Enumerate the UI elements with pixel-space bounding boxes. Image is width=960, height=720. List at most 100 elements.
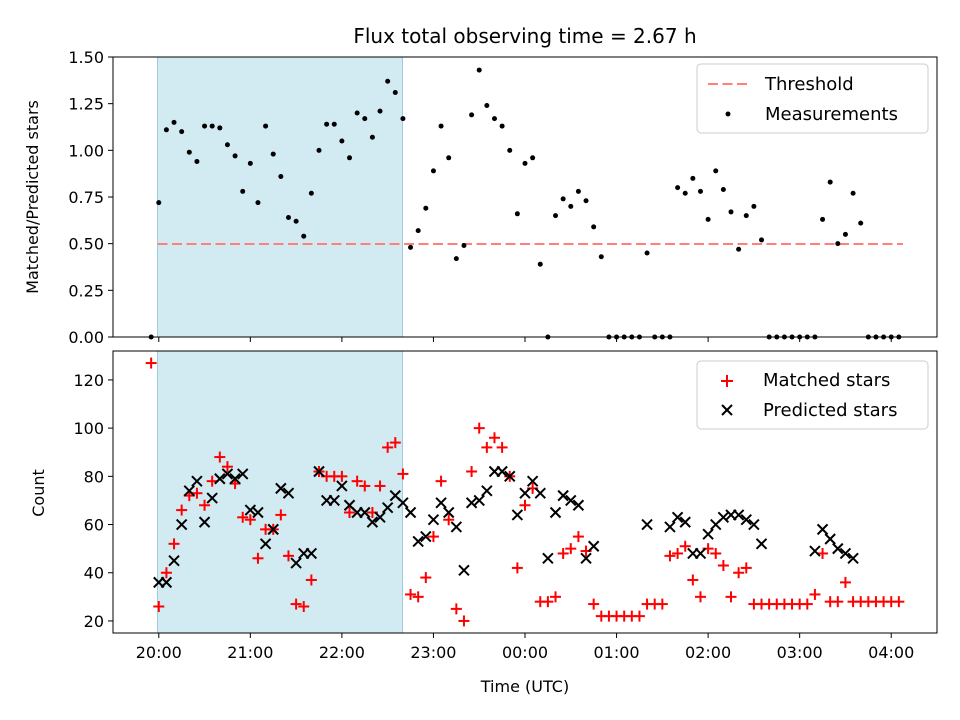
measurement-point	[415, 228, 421, 234]
matched-star-marker	[740, 562, 752, 574]
matched-star-marker	[473, 422, 485, 434]
measurement-point	[171, 119, 177, 125]
predicted-star-marker	[397, 497, 409, 509]
x-tick-label: 20:00	[136, 643, 182, 662]
matched-star-marker	[694, 591, 706, 603]
measurement-point	[423, 205, 429, 211]
measurement-point	[278, 173, 284, 179]
predicted-star-marker	[374, 511, 386, 524]
predicted-star-marker	[305, 547, 318, 560]
measurement-point	[575, 188, 581, 194]
matched-star-marker	[801, 598, 813, 610]
matched-star-marker	[282, 550, 294, 562]
measurement-point	[530, 155, 536, 161]
x-tick-label: 02:00	[685, 643, 731, 662]
predicted-star-marker	[732, 509, 745, 521]
measurement-point	[644, 250, 650, 256]
measurement-point	[362, 116, 368, 122]
measurement-point	[301, 233, 307, 239]
matched-star-marker	[557, 547, 569, 559]
predicted-star-marker	[816, 523, 829, 536]
predicted-star-marker	[641, 518, 653, 531]
matched-star-marker	[832, 596, 844, 608]
predicted-star-marker	[267, 523, 279, 536]
bottom-legend: Matched stars Predicted stars	[696, 360, 929, 430]
predicted-star-marker	[549, 506, 562, 519]
measurement-point	[224, 142, 230, 148]
bottom-y-tick-label: 80	[84, 467, 104, 486]
predicted-star-marker	[694, 547, 707, 560]
predicted-star-marker	[458, 564, 470, 577]
measurement-point	[324, 121, 330, 127]
legend-threshold-label: Threshold	[764, 74, 854, 95]
measurement-point	[392, 89, 398, 95]
legend-measurements-swatch	[725, 111, 731, 117]
predicted-star-marker	[160, 576, 173, 589]
top-y-tick-label: 0.50	[68, 235, 104, 254]
predicted-star-marker	[252, 506, 264, 519]
predicted-star-marker	[740, 514, 752, 526]
matched-star-marker	[176, 504, 188, 516]
bottom-legend-box	[696, 360, 929, 430]
measurement-point	[827, 179, 833, 185]
predicted-star-marker	[450, 521, 463, 533]
matched-star-marker	[145, 357, 157, 369]
measurement-point	[247, 160, 253, 166]
top-y-tick-label: 0.75	[68, 188, 104, 207]
matched-star-marker	[405, 588, 417, 600]
matched-star-marker	[153, 600, 165, 612]
measurement-point	[553, 213, 559, 219]
bottom-x-axis: 20:00 21:00 22:00 23:00 00:00 01:00 02:00 03:00…	[136, 633, 914, 662]
matched-star-marker	[565, 543, 577, 555]
measurement-point	[285, 215, 291, 221]
matched-star-marker	[221, 461, 233, 473]
matched-star-marker	[717, 560, 729, 572]
predicted-star-marker	[671, 511, 684, 524]
measurement-point	[850, 190, 856, 196]
predicted-star-marker	[580, 552, 592, 564]
legend-predicted-label: Predicted stars	[763, 400, 897, 421]
x-tick-label: 04:00	[868, 643, 914, 662]
measurement-point	[705, 216, 711, 222]
matched-star-marker	[336, 470, 348, 482]
predicted-star-marker	[229, 473, 241, 485]
measurement-point	[560, 196, 566, 202]
matched-star-marker	[160, 567, 172, 579]
matched-star-marker	[298, 600, 310, 612]
matched-star-marker	[237, 511, 249, 523]
predicted-stars-points	[153, 465, 859, 589]
predicted-star-marker	[442, 506, 455, 519]
predicted-star-marker	[465, 497, 478, 509]
measurement-point	[598, 254, 604, 260]
predicted-star-marker	[404, 506, 417, 519]
matched-star-marker	[359, 480, 371, 492]
predicted-star-marker	[282, 487, 295, 499]
predicted-star-marker	[679, 516, 691, 528]
measurement-point	[858, 220, 864, 226]
predicted-star-marker	[206, 492, 218, 504]
measurement-point	[591, 224, 597, 230]
matched-star-marker	[656, 598, 668, 610]
matched-star-marker	[244, 514, 256, 526]
top-panel: 0.00 0.25 0.50 0.75 1.00 1.25 1.50 Matched/Pre…	[23, 48, 938, 347]
measurement-point	[270, 151, 276, 157]
measurement-point	[446, 155, 452, 161]
matched-star-marker	[542, 596, 554, 608]
x-tick-label: 00:00	[502, 643, 548, 662]
predicted-star-marker	[496, 465, 508, 478]
predicted-star-marker	[832, 542, 844, 555]
matched-star-marker	[435, 475, 447, 487]
measurement-point	[400, 116, 406, 122]
measurement-point	[476, 67, 482, 73]
measurement-point	[499, 123, 505, 129]
top-y-axis-label: Matched/Predicted stars	[23, 100, 42, 294]
predicted-star-marker	[214, 473, 226, 485]
bottom-panel: 20 40 60 80 100 120 20:00 21:00 22:00 23:00 00:00…	[29, 350, 938, 696]
matched-star-marker	[374, 480, 386, 492]
measurement-point	[514, 211, 520, 217]
matched-star-marker	[450, 603, 462, 615]
top-y-tick-label: 1.25	[68, 95, 104, 114]
matched-star-marker	[382, 441, 394, 453]
predicted-star-marker	[534, 487, 546, 499]
